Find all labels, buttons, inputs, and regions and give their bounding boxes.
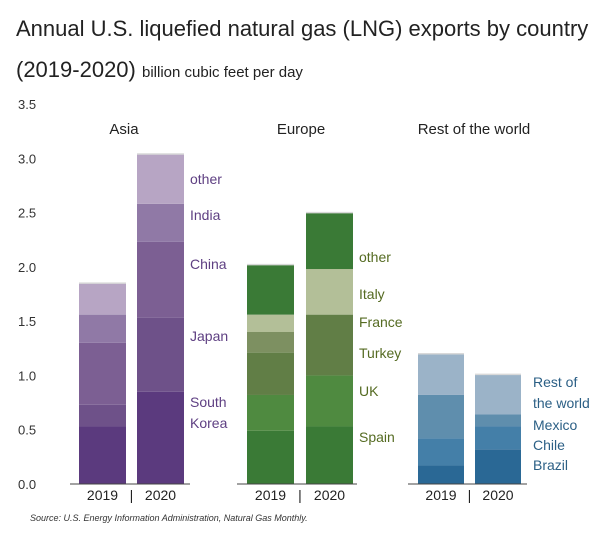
chart-subtitle: billion cubic feet per day (142, 64, 303, 81)
series-label-asia: South (190, 394, 227, 410)
bar-segment-rest-of-the-world-2019-chile (418, 438, 464, 466)
bar-segment-europe-2019-italy (247, 314, 294, 332)
y-tick-label: 2.0 (18, 260, 36, 275)
x-tick-label-europe: 2020 (314, 487, 345, 503)
bar-segment-asia-2019-other (79, 283, 126, 315)
series-label-europe: Italy (359, 286, 385, 302)
panel-title-rest-of-the-world: Rest of the world (418, 121, 531, 138)
x-tick-label-europe: 2019 (255, 487, 286, 503)
series-label-europe: other (359, 249, 391, 265)
bar-segment-asia-2019-china (79, 342, 126, 405)
x-tick-label-asia: 2019 (87, 487, 118, 503)
bar-segment-europe-2020-italy (306, 269, 353, 315)
series-label-rest-of-the-world: Brazil (533, 457, 568, 473)
chart-title: Annual U.S. liquefied natural gas (LNG) … (16, 16, 589, 82)
bar-segment-europe-2020-uk (306, 375, 353, 427)
bar-segment-asia-2020-south-korea (137, 391, 184, 484)
series-label-asia: other (190, 171, 222, 187)
bar-segment-rest-of-the-world-2020-rest-of-the-world (475, 374, 521, 415)
bar-segment-europe-2019-uk (247, 394, 294, 431)
y-tick-label: 3.5 (18, 97, 36, 112)
bar-segment-asia-2020-other (137, 153, 184, 204)
y-tick-label: 0.5 (18, 423, 36, 438)
bar-segment-rest-of-the-world-2020-chile (475, 426, 521, 450)
chart-title-block: Annual U.S. liquefied natural gas (LNG) … (16, 8, 606, 93)
series-label-asia: Japan (190, 328, 228, 344)
bar-segment-europe-2019-spain (247, 430, 294, 484)
x-separator: | (130, 487, 134, 503)
source-note: Source: U.S. Energy Information Administ… (30, 513, 308, 523)
y-tick-label: 3.0 (18, 151, 36, 166)
bar-segment-rest-of-the-world-2019-rest-of-the-world (418, 353, 464, 395)
bar-segment-europe-2019-france (247, 332, 294, 353)
panel-title-asia: Asia (109, 121, 139, 138)
series-label-rest-of-the-world: Mexico (533, 417, 578, 433)
series-label-asia: Korea (190, 415, 228, 431)
bar-segment-asia-2020-japan (137, 317, 184, 392)
series-label-rest-of-the-world: Rest of (533, 374, 577, 390)
series-label-rest-of-the-world: the world (533, 395, 590, 411)
bar-segment-rest-of-the-world-2020-mexico (475, 414, 521, 427)
panel-title-europe: Europe (277, 121, 325, 138)
bar-segment-europe-2019-other (247, 264, 294, 315)
bar-segment-asia-2020-india (137, 203, 184, 242)
x-separator: | (298, 487, 302, 503)
series-label-europe: Turkey (359, 345, 401, 361)
bar-segment-rest-of-the-world-2019-mexico (418, 394, 464, 439)
x-tick-label-asia: 2020 (145, 487, 176, 503)
y-tick-label: 1.5 (18, 314, 36, 329)
x-tick-label-rest-of-the-world: 2020 (482, 487, 513, 503)
bar-segment-asia-2019-japan (79, 404, 126, 427)
series-label-asia: India (190, 207, 221, 223)
y-tick-label: 2.5 (18, 206, 36, 221)
series-label-europe: UK (359, 383, 379, 399)
bar-segment-rest-of-the-world-2020-brazil (475, 449, 521, 484)
bar-segment-europe-2020-turkey (306, 314, 353, 376)
bar-segment-asia-2020-china (137, 241, 184, 318)
series-label-europe: Spain (359, 429, 395, 445)
series-label-europe: France (359, 314, 403, 330)
series-label-rest-of-the-world: Chile (533, 437, 565, 453)
x-tick-label-rest-of-the-world: 2019 (425, 487, 456, 503)
x-separator: | (468, 487, 472, 503)
bar-segment-europe-2020-spain (306, 426, 353, 484)
bar-segment-rest-of-the-world-2019-brazil (418, 465, 464, 484)
bar-segment-asia-2019-south-korea (79, 426, 126, 484)
bar-segment-asia-2019-india (79, 314, 126, 343)
y-tick-label: 0.0 (18, 477, 36, 492)
bar-segment-europe-2019-turkey (247, 352, 294, 395)
series-label-asia: China (190, 256, 227, 272)
bar-segment-europe-2020-other (306, 212, 353, 270)
y-tick-label: 1.0 (18, 368, 36, 383)
